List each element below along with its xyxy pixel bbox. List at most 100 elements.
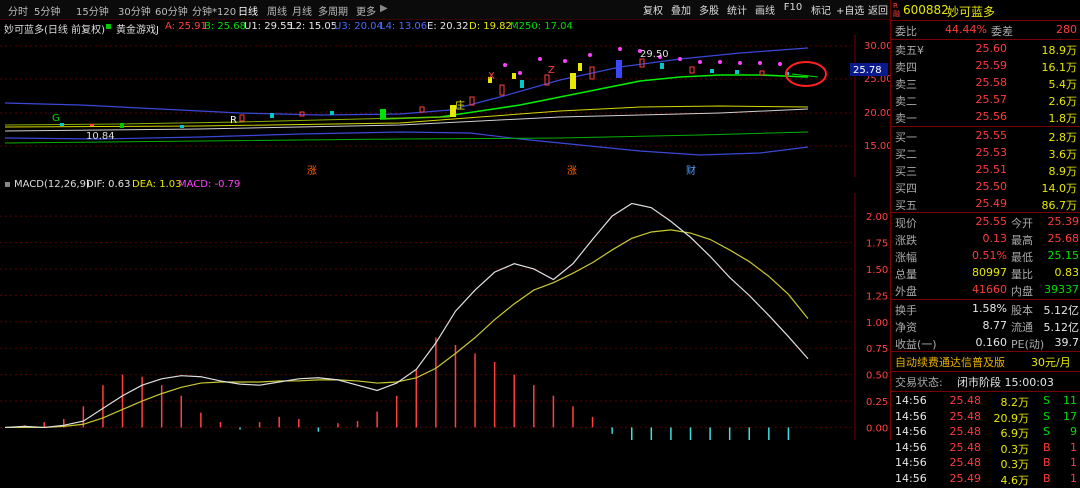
stat-row: 现价 25.55 今开 25.39 [891,214,1080,231]
biaoji-button[interactable]: 标记 [811,6,831,17]
white-ma-line [4,108,809,132]
stat-label: 内盘 [1011,285,1033,298]
tick-price: 25.48 [949,425,982,438]
ask-price: 25.56 [975,110,1008,123]
ask-price: 25.58 [975,76,1008,89]
stat2-value: 0.160 [975,336,1008,349]
indicator-icon: ▪ [105,21,112,32]
back-button[interactable]: 返回 [868,6,888,17]
bid-row[interactable]: 买四 25.50 14.0万 [891,179,1080,196]
stat-value: 25.55 [975,215,1008,228]
bid-price: 25.50 [975,180,1008,193]
stat-value: 39337 [1044,283,1079,296]
promo-text[interactable]: 自动续费通达信普及版 [895,356,1005,369]
label-zhuang: 庄 [455,99,465,112]
tick-volume: 6.9万 [1000,427,1030,440]
tab-more[interactable]: 更多 [356,7,376,18]
event-label-3[interactable]: 财 [686,164,696,177]
lower-band-line [4,131,809,156]
kline-info-bar: 妙可蓝多(日线 前复权) ▪ 黄金游戏J A: 25.91 B: 25.68 U… [0,19,890,36]
add-watchlist-button[interactable]: +自选 [836,6,865,17]
ask-label: 卖四 [895,61,917,74]
macd-icon: ▪ [4,179,11,190]
tab-multi-period[interactable]: 多周期 [318,7,348,18]
tick-time: 14:56 [895,409,927,423]
value-b: B: 25.68 [204,21,247,32]
f10-button[interactable]: F10 [783,2,803,13]
bid-volume: 86.7万 [1041,199,1078,212]
ask-volume: 5.4万 [1048,78,1078,91]
macd-axis-tick: 0.75 [866,344,888,355]
stat2-label: 股本 [1011,304,1033,317]
value-a: A: 25.91 [165,21,207,32]
ask-price: 25.60 [975,42,1008,55]
trade-status-value: 闭市阶段 15:00:03 [957,376,1054,389]
bid-row[interactable]: 买一 25.55 2.8万 [891,128,1080,145]
stat-value: 25.15 [1047,249,1080,262]
stat-label: 量比 [1011,268,1033,281]
price-axis-30: 30.00 [864,41,890,52]
kline-chart: X Z G R 庄 29.50 10.84 涨 涨 财 30.00 25.00 … [0,35,890,177]
tab-daily[interactable]: 日线 [238,7,258,18]
diejia-button[interactable]: 叠加 [671,6,691,17]
tab-60min[interactable]: 60分钟 [155,7,188,18]
macd-dif: DIF: 0.63 [86,179,131,190]
weicha-label: 委差 [991,25,1013,38]
bid-row[interactable]: 买五 25.49 86.7万 [891,196,1080,213]
macd-axis-tick: 0.25 [866,397,888,408]
tab-fenshi[interactable]: 分时 [8,7,28,18]
bid-row[interactable]: 买二 25.53 3.6万 [891,145,1080,162]
current-price-box [850,63,888,76]
stat2-label: 净资 [895,321,917,334]
fuquan-button[interactable]: 复权 [643,6,663,17]
more-arrow-icon[interactable]: ▶ [380,3,388,14]
value-l4: L4: 13.06 [380,21,428,32]
stat-label: 今开 [1011,217,1033,230]
tongji-button[interactable]: 统计 [727,6,747,17]
stat2-value: 5.12亿 [1043,321,1080,334]
tab-5min[interactable]: 5分钟 [34,7,61,18]
tab-120min[interactable]: 分钟*120 [192,7,237,18]
promo-price[interactable]: 30元/月 [1031,356,1071,369]
tab-monthly[interactable]: 月线 [292,7,312,18]
stat2-row: 换手 1.58% 股本 5.12亿 [891,301,1080,318]
tick-row: 14:56 25.48 8.2万 S 11 [891,393,1080,409]
ask-row[interactable]: 卖一 25.56 1.8万 [891,109,1080,126]
weibi-value: 44.44% [945,23,987,36]
stat-label: 最低 [1011,251,1033,264]
yellow-signal-marks [488,63,582,83]
kline-grid [0,45,855,147]
ask-row[interactable]: 卖三 25.58 5.4万 [891,75,1080,92]
huaxian-button[interactable]: 画线 [755,6,775,17]
macd-axis-tick: 0.50 [866,371,888,382]
macd-axis-tick: 2.00 [866,212,888,223]
bid-row[interactable]: 买三 25.51 8.9万 [891,162,1080,179]
period-tab-bar: 分时 5分钟 15分钟 30分钟 60分钟 分钟*120 日线 周线 月线 多周… [0,0,890,20]
tab-15min[interactable]: 15分钟 [76,7,109,18]
label-x: X [488,71,495,82]
signal-dots [503,47,782,75]
event-label-2[interactable]: 涨 [567,165,577,177]
ask-row[interactable]: 卖二 25.57 2.6万 [891,92,1080,109]
macd-chart: 2.00 1.75 1.50 1.25 1.00 0.75 0.50 0.25 0.00 [0,193,888,440]
macd-title[interactable]: MACD(12,26,9) [14,179,90,190]
value-l2: L2: 15.05 [290,21,338,32]
stock-code: 600882 [903,3,949,17]
tab-weekly[interactable]: 周线 [267,7,287,18]
promo-row[interactable]: 自动续费通达信普及版 30元/月 [891,353,1080,370]
tab-30min[interactable]: 30分钟 [118,7,151,18]
stat-value: 0.83 [1054,266,1080,279]
tick-direction: S [1043,394,1050,407]
highlight-circle [785,61,827,87]
duogu-button[interactable]: 多股 [699,6,719,17]
event-label-1[interactable]: 涨 [307,165,317,177]
value-m250: M250: 17.04 [510,21,573,32]
stat-value: 25.39 [1047,215,1080,228]
ask-volume: 1.8万 [1048,112,1078,125]
indicator-name[interactable]: 黄金游戏J [116,25,159,36]
ask-row[interactable]: 卖四 25.59 16.1万 [891,58,1080,75]
ask-row[interactable]: 卖五¥ 25.60 18.9万 [891,41,1080,58]
ask-price: 25.57 [975,93,1008,106]
